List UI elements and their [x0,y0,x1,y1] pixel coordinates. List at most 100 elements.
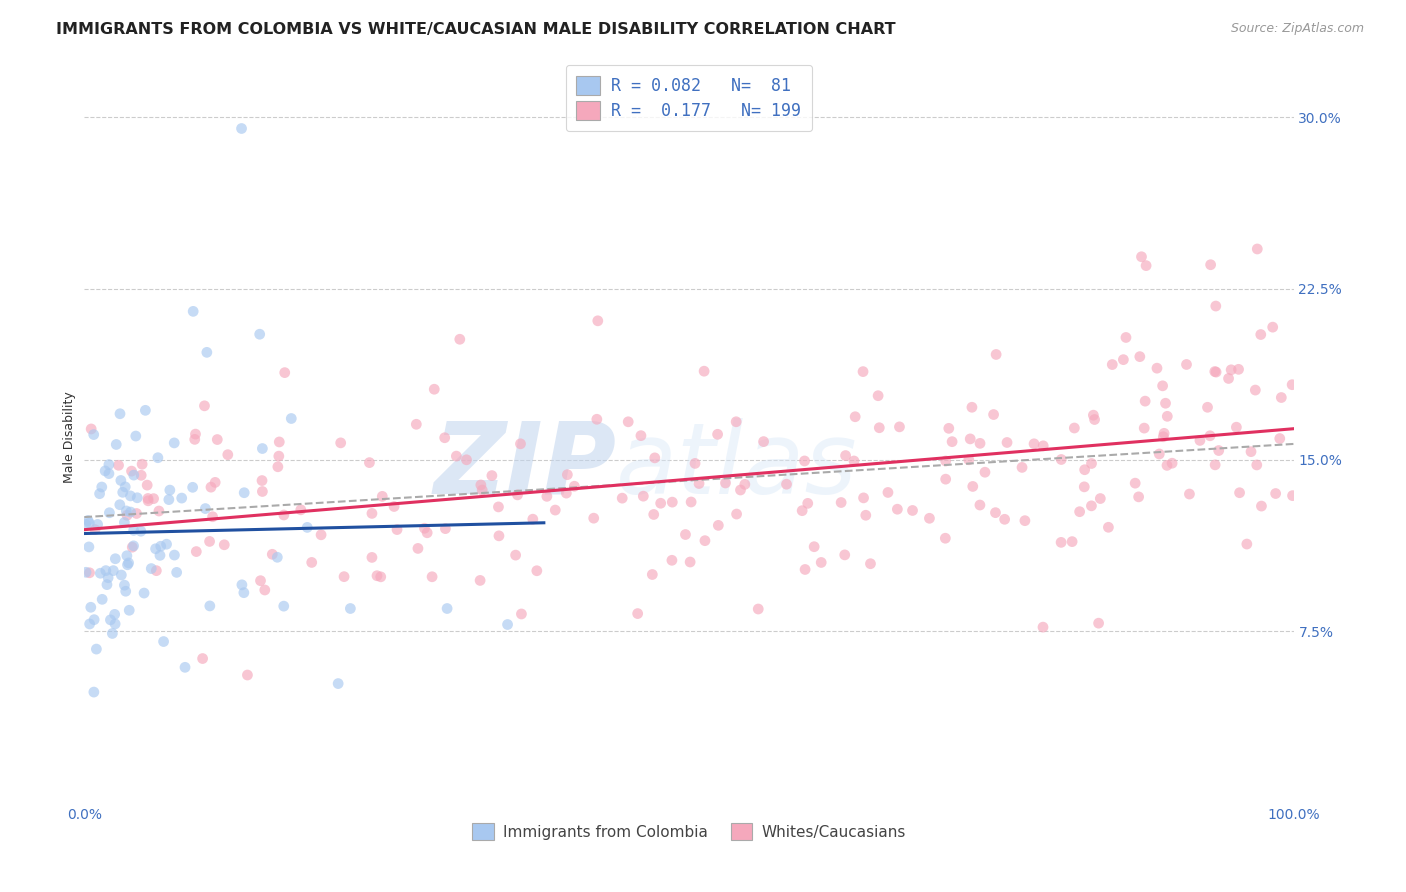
Point [405,417,427,432]
Point [935,454,957,468]
Point [1014,514,1036,528]
Point [1218,371,1240,385]
Point [101,626,124,640]
Point [960,401,983,415]
Point [89,566,111,581]
Point [661,553,683,567]
Point [683,457,706,471]
Point [693,533,716,548]
Point [794,562,817,576]
Point [423,382,446,396]
Point [681,495,703,509]
Point [714,475,737,490]
Point [108,407,131,421]
Point [97,467,120,481]
Point [506,488,529,502]
Point [934,531,956,545]
Point [97,571,120,585]
Point [198,599,221,613]
Point [83,613,105,627]
Point [98,506,121,520]
Point [1080,457,1102,471]
Point [204,475,226,490]
Point [142,491,165,506]
Point [159,483,181,497]
Point [195,345,218,359]
Point [859,557,882,571]
Point [79,617,101,632]
Point [266,550,288,565]
Point [734,477,756,491]
Point [661,495,683,509]
Point [297,520,319,534]
Point [852,491,875,505]
Point [1250,327,1272,342]
Point [1063,421,1085,435]
Point [747,602,769,616]
Point [555,486,578,500]
Point [149,549,172,563]
Point [456,452,478,467]
Point [329,435,352,450]
Point [1146,361,1168,376]
Point [267,459,290,474]
Point [108,498,131,512]
Point [1236,537,1258,551]
Point [110,474,132,488]
Point [89,486,111,500]
Point [157,492,180,507]
Point [1050,452,1073,467]
Point [505,548,527,562]
Point [105,437,128,451]
Point [1188,434,1211,448]
Point [290,503,312,517]
Point [86,642,108,657]
Point [112,516,135,530]
Point [385,523,408,537]
Point [146,450,169,465]
Point [233,485,256,500]
Point [75,566,97,580]
Point [1133,394,1156,409]
Point [366,568,388,582]
Point [725,507,748,521]
Point [1069,505,1091,519]
Point [84,523,107,537]
Point [889,420,911,434]
Point [434,522,457,536]
Point [1270,391,1292,405]
Point [339,601,361,615]
Point [1083,408,1105,422]
Point [633,489,655,503]
Point [250,474,273,488]
Point [79,566,101,580]
Point [1022,437,1045,451]
Point [145,541,167,556]
Point [77,514,100,528]
Point [86,517,108,532]
Point [688,476,710,491]
Point [793,454,815,468]
Point [526,564,548,578]
Point [1112,352,1135,367]
Point [962,479,984,493]
Point [842,454,865,468]
Point [1032,620,1054,634]
Point [361,550,384,565]
Point [333,569,356,583]
Point [901,503,924,517]
Point [91,592,114,607]
Point [1073,480,1095,494]
Point [236,668,259,682]
Point [830,495,852,509]
Point [488,529,510,543]
Point [706,427,728,442]
Point [1246,458,1268,472]
Point [155,537,177,551]
Point [80,600,103,615]
Point [1073,463,1095,477]
Point [582,511,605,525]
Point [136,493,159,508]
Point [94,464,117,478]
Point [1129,350,1152,364]
